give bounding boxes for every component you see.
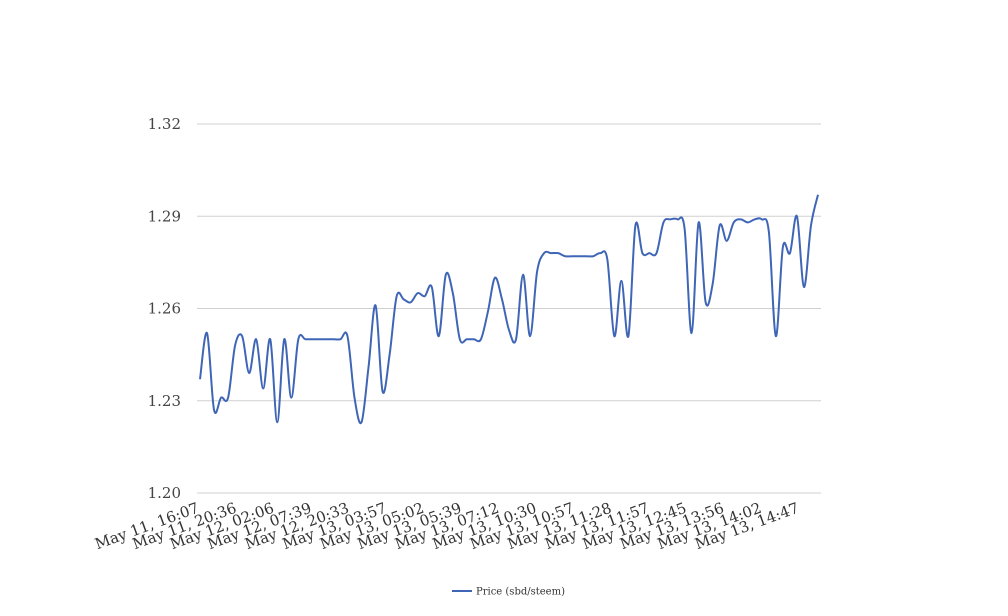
legend: Price (sbd/steem) [452, 587, 565, 598]
y-tick-label: 1.20 [148, 484, 181, 502]
y-tick-label: 1.26 [148, 300, 181, 318]
y-tick-label: 1.32 [148, 115, 181, 133]
y-gridlines [197, 123, 821, 494]
series-line-price [199, 194, 819, 425]
legend-label-price: Price (sbd/steem) [476, 587, 565, 598]
y-tick-label: 1.29 [148, 207, 181, 225]
y-axis-tick-labels: 1.20 1.23 1.26 1.29 1.32 [148, 115, 181, 502]
y-tick-label: 1.23 [148, 392, 181, 410]
series-lines [199, 194, 819, 425]
